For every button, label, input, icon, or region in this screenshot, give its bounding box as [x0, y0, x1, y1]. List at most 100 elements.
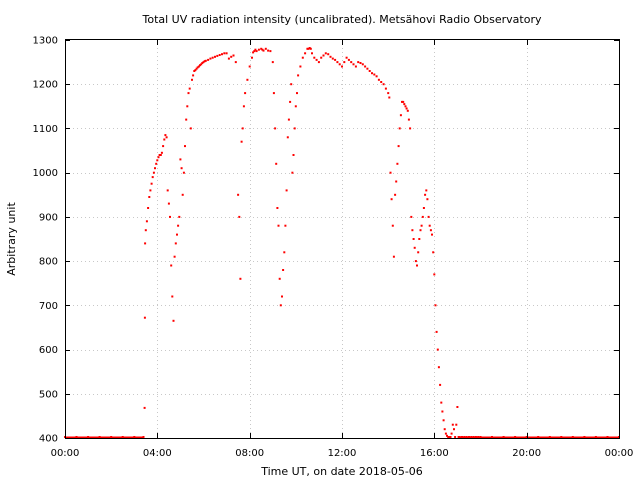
data-point — [390, 198, 393, 201]
data-point — [242, 105, 245, 108]
data-point — [364, 65, 367, 68]
data-point — [174, 242, 177, 245]
data-point — [437, 366, 440, 369]
data-point — [189, 127, 192, 130]
data-point — [244, 92, 247, 95]
data-point — [171, 295, 174, 298]
data-point — [338, 63, 341, 66]
data-point — [241, 127, 244, 130]
data-point — [286, 136, 289, 139]
data-point — [394, 193, 397, 196]
data-point — [389, 171, 392, 174]
data-point — [272, 92, 275, 95]
data-point — [451, 423, 454, 426]
data-point — [196, 66, 199, 69]
data-point — [424, 193, 427, 196]
data-point — [388, 96, 391, 99]
data-point — [195, 67, 198, 70]
data-point — [313, 56, 316, 59]
data-point — [289, 100, 292, 103]
data-point — [145, 220, 148, 223]
data-point — [433, 273, 436, 276]
data-point — [336, 61, 339, 64]
data-point — [401, 100, 403, 103]
data-point — [426, 198, 429, 201]
data-point — [347, 58, 350, 61]
data-point — [418, 238, 421, 240]
data-point — [239, 277, 242, 280]
y-tick-label: 700 — [39, 301, 58, 312]
data-point — [155, 162, 158, 165]
data-point — [455, 423, 458, 426]
data-point — [442, 419, 445, 422]
data-point — [185, 118, 188, 121]
data-point — [435, 330, 438, 333]
data-point — [352, 63, 355, 66]
data-point — [172, 319, 175, 322]
data-point — [287, 118, 290, 121]
data-point — [253, 50, 256, 53]
x-tick-label: 04:00 — [143, 448, 172, 459]
data-point — [392, 255, 395, 258]
data-point — [176, 233, 178, 236]
data-point — [306, 47, 309, 50]
data-point — [329, 55, 332, 58]
data-point — [255, 50, 258, 53]
y-tick-label: 600 — [39, 345, 58, 356]
data-series — [64, 47, 620, 439]
grid — [65, 40, 619, 438]
data-point — [158, 154, 161, 156]
data-point — [275, 162, 278, 165]
data-point — [162, 145, 165, 148]
data-point — [324, 52, 327, 55]
y-tick-label: 1100 — [33, 124, 58, 135]
data-point — [391, 224, 394, 227]
data-point — [311, 52, 313, 55]
data-point — [182, 171, 185, 174]
data-point — [419, 229, 422, 232]
data-point — [262, 49, 265, 52]
data-point — [293, 127, 296, 130]
data-point — [334, 58, 337, 61]
data-point — [144, 242, 147, 245]
data-point — [456, 406, 459, 408]
data-point — [361, 63, 364, 66]
data-point — [322, 54, 325, 57]
data-point — [274, 127, 277, 130]
data-point — [436, 348, 439, 351]
data-point — [277, 224, 280, 227]
y-tick-label: 1200 — [33, 80, 58, 91]
data-point — [443, 428, 446, 431]
y-tick-label: 900 — [39, 212, 58, 223]
data-point — [398, 127, 401, 130]
data-point — [225, 52, 228, 55]
data-point — [143, 406, 146, 409]
data-point — [431, 233, 433, 236]
data-point — [283, 251, 286, 254]
data-point — [440, 401, 443, 404]
y-tick-label: 500 — [39, 389, 58, 400]
data-point — [396, 162, 399, 165]
data-point — [254, 48, 257, 51]
data-point — [178, 215, 181, 218]
data-point — [411, 229, 414, 232]
data-point — [246, 78, 249, 81]
data-point — [237, 193, 240, 196]
data-point — [227, 57, 230, 60]
data-point — [404, 105, 407, 108]
data-point — [194, 69, 197, 72]
data-point — [167, 202, 170, 205]
data-point — [240, 140, 243, 143]
data-point — [151, 176, 154, 179]
chart-title: Total UV radiation intensity (uncalibrat… — [142, 13, 542, 26]
data-point — [267, 49, 270, 52]
data-point — [432, 251, 435, 254]
data-point — [157, 156, 160, 159]
data-point — [366, 67, 369, 70]
data-point — [292, 154, 295, 156]
data-point — [204, 59, 207, 62]
data-point — [261, 48, 264, 51]
data-point — [410, 215, 413, 218]
data-point — [201, 62, 204, 64]
data-point — [421, 215, 424, 218]
